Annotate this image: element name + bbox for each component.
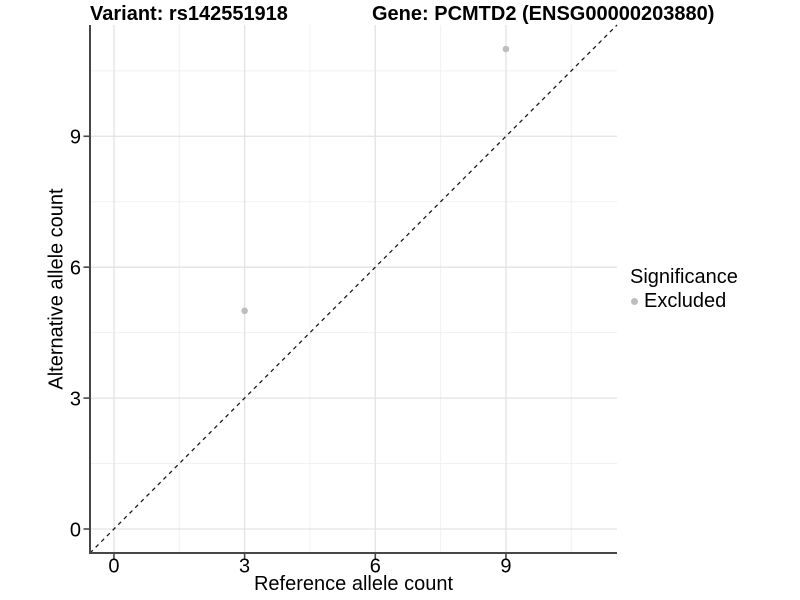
identity-line: [89, 24, 618, 554]
plot-title-variant: Variant: rs142551918: [90, 3, 288, 25]
legend-title: Significance: [630, 266, 738, 288]
x-axis-title: Reference allele count: [253, 573, 453, 595]
x-tick-label: 0: [108, 556, 119, 578]
legend: Significance Excluded: [630, 265, 738, 313]
x-tick-label: 9: [500, 556, 511, 578]
data-point: [502, 45, 510, 53]
data-point: [241, 307, 248, 315]
legend-item-excluded: Excluded: [630, 290, 738, 313]
y-tick-label: 9: [70, 127, 81, 149]
x-tick-label: 3: [239, 556, 250, 578]
y-tick-label: 6: [70, 257, 81, 279]
y-axis-title: Alternative allele count: [45, 188, 68, 390]
x-tick-label: 6: [370, 556, 381, 578]
y-tick-label: 0: [70, 519, 81, 541]
y-tick-label: 3: [70, 388, 81, 410]
legend-point-icon: [631, 298, 638, 305]
plot-title-gene: Gene: PCMTD2 (ENSG00000203880): [372, 3, 715, 25]
legend-item-label: Excluded: [644, 290, 727, 312]
